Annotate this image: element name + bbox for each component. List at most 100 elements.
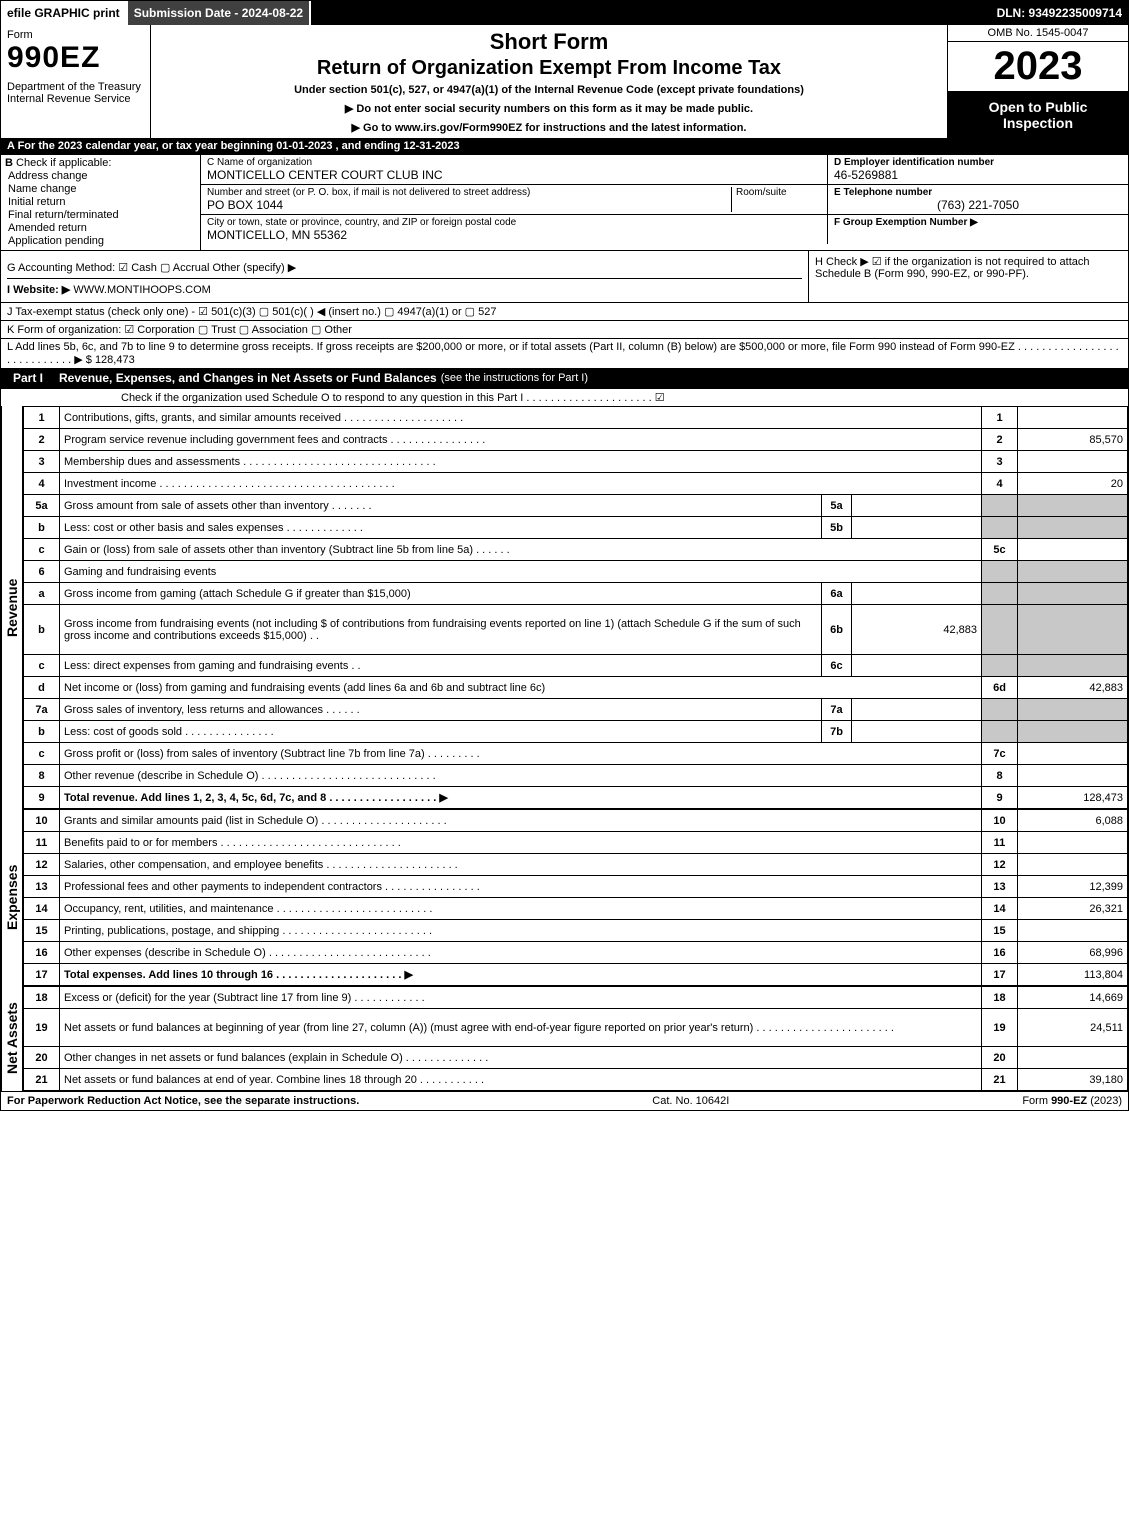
line-l: L Add lines 5b, 6c, and 7b to line 9 to … xyxy=(1,338,1128,368)
line-l-amount: 128,473 xyxy=(95,354,135,366)
b-check-if: Check if applicable: xyxy=(16,157,111,169)
row-1: 1Contributions, gifts, grants, and simil… xyxy=(24,407,1128,429)
row-7a: 7aGross sales of inventory, less returns… xyxy=(24,699,1128,721)
footer-mid: Cat. No. 10642I xyxy=(652,1095,729,1107)
city-value: MONTICELLO, MN 55362 xyxy=(207,228,821,242)
row-17: 17Total expenses. Add lines 10 through 1… xyxy=(24,964,1128,986)
row-6a: aGross income from gaming (attach Schedu… xyxy=(24,583,1128,605)
row-16: 16Other expenses (describe in Schedule O… xyxy=(24,942,1128,964)
check-initial-return-label: Initial return xyxy=(8,196,65,208)
row-19: 19Net assets or fund balances at beginni… xyxy=(24,1009,1128,1047)
row-4: 4Investment income . . . . . . . . . . .… xyxy=(24,473,1128,495)
form-number: 990EZ xyxy=(7,41,144,75)
department-label: Department of the Treasury Internal Reve… xyxy=(7,81,144,105)
part1-check: Check if the organization used Schedule … xyxy=(1,388,1128,406)
part1-title: Revenue, Expenses, and Changes in Net As… xyxy=(59,371,437,385)
title-left: Form 990EZ Department of the Treasury In… xyxy=(1,25,151,138)
line-i-label: I Website: ▶ xyxy=(7,284,70,296)
row-13: 13Professional fees and other payments t… xyxy=(24,876,1128,898)
row-5b: bLess: cost or other basis and sales exp… xyxy=(24,517,1128,539)
revenue-section: Revenue 1Contributions, gifts, grants, a… xyxy=(1,406,1128,809)
row-10: 10Grants and similar amounts paid (list … xyxy=(24,810,1128,832)
part1-sub: (see the instructions for Part I) xyxy=(441,372,588,384)
street-value: PO BOX 1044 xyxy=(207,198,731,212)
col-cd: C Name of organization MONTICELLO CENTER… xyxy=(201,155,1128,250)
top-bar: efile GRAPHIC print Submission Date - 20… xyxy=(1,1,1128,25)
line-l-text: L Add lines 5b, 6c, and 7b to line 9 to … xyxy=(7,341,1119,366)
check-amended-return-label: Amended return xyxy=(8,222,87,234)
f-label: F Group Exemption Number ▶ xyxy=(834,217,1122,228)
city-label: City or town, state or province, country… xyxy=(207,217,821,228)
check-final-return-label: Final return/terminated xyxy=(8,209,119,221)
line-h: H Check ▶ ☑ if the organization is not r… xyxy=(808,251,1128,302)
row-14: 14Occupancy, rent, utilities, and mainte… xyxy=(24,898,1128,920)
open-to-public: Open to Public Inspection xyxy=(948,92,1128,138)
efile-print-label: efile GRAPHIC print xyxy=(1,1,128,25)
title-right: OMB No. 1545-0047 2023 Open to Public In… xyxy=(948,25,1128,138)
goto-pre: ▶ Go to xyxy=(352,122,395,134)
row-6: 6Gaming and fundraising events xyxy=(24,561,1128,583)
line-k: K Form of organization: ☑ Corporation ▢ … xyxy=(1,320,1128,338)
row-7c: cGross profit or (loss) from sales of in… xyxy=(24,743,1128,765)
row-12: 12Salaries, other compensation, and empl… xyxy=(24,854,1128,876)
row-2: 2Program service revenue including gover… xyxy=(24,429,1128,451)
net-assets-section: Net Assets 18Excess or (deficit) for the… xyxy=(1,986,1128,1091)
row-21: 21Net assets or fund balances at end of … xyxy=(24,1069,1128,1091)
net-assets-table: 18Excess or (deficit) for the year (Subt… xyxy=(23,986,1128,1091)
revenue-table: 1Contributions, gifts, grants, and simil… xyxy=(23,406,1128,809)
row-5a: 5aGross amount from sale of assets other… xyxy=(24,495,1128,517)
top-spacer xyxy=(311,1,990,25)
goto-post: for instructions and the latest informat… xyxy=(522,122,746,134)
short-form-title: Short Form xyxy=(159,29,939,55)
e-label: E Telephone number xyxy=(834,187,1122,198)
bullet-goto: ▶ Go to www.irs.gov/Form990EZ for instru… xyxy=(159,121,939,134)
row-5c: cGain or (loss) from sale of assets othe… xyxy=(24,539,1128,561)
col-b: B Check if applicable: Address change Na… xyxy=(1,155,201,250)
net-assets-side-label: Net Assets xyxy=(1,986,23,1091)
irs-link[interactable]: www.irs.gov/Form990EZ xyxy=(395,122,522,134)
row-18: 18Excess or (deficit) for the year (Subt… xyxy=(24,987,1128,1009)
check-name-change-label: Name change xyxy=(8,183,77,195)
page-footer: For Paperwork Reduction Act Notice, see … xyxy=(1,1091,1128,1110)
part1-header: Part I Revenue, Expenses, and Changes in… xyxy=(1,368,1128,388)
footer-left: For Paperwork Reduction Act Notice, see … xyxy=(7,1095,359,1107)
line-j: J Tax-exempt status (check only one) - ☑… xyxy=(1,302,1128,320)
dln-label: DLN: 93492235009714 xyxy=(991,1,1128,25)
row-6d: dNet income or (loss) from gaming and fu… xyxy=(24,677,1128,699)
row-3: 3Membership dues and assessments . . . .… xyxy=(24,451,1128,473)
form-990ez-page: efile GRAPHIC print Submission Date - 20… xyxy=(0,0,1129,1111)
check-address-change-label: Address change xyxy=(8,170,88,182)
expenses-section: Expenses 10Grants and similar amounts pa… xyxy=(1,809,1128,986)
street-label: Number and street (or P. O. box, if mail… xyxy=(207,187,731,198)
row-7b: bLess: cost of goods sold . . . . . . . … xyxy=(24,721,1128,743)
header-block-bh: B Check if applicable: Address change Na… xyxy=(1,154,1128,250)
b-label: B xyxy=(5,157,13,169)
title-center: Short Form Return of Organization Exempt… xyxy=(151,25,948,138)
row-9: 9Total revenue. Add lines 1, 2, 3, 4, 5c… xyxy=(24,787,1128,809)
revenue-side-label: Revenue xyxy=(1,406,23,809)
org-name: MONTICELLO CENTER COURT CLUB INC xyxy=(207,168,821,182)
phone-value: (763) 221-7050 xyxy=(834,198,1122,212)
row-6b: bGross income from fundraising events (n… xyxy=(24,605,1128,655)
expenses-side-label: Expenses xyxy=(1,809,23,986)
return-title: Return of Organization Exempt From Incom… xyxy=(159,57,939,80)
room-label: Room/suite xyxy=(736,187,821,198)
under-section-text: Under section 501(c), 527, or 4947(a)(1)… xyxy=(159,84,939,96)
form-word: Form xyxy=(7,29,144,41)
footer-right: Form 990-EZ (2023) xyxy=(1022,1095,1122,1107)
title-block: Form 990EZ Department of the Treasury In… xyxy=(1,25,1128,138)
part1-label: Part I xyxy=(7,370,49,386)
row-20: 20Other changes in net assets or fund ba… xyxy=(24,1047,1128,1069)
d-label: D Employer identification number xyxy=(834,157,1122,168)
tax-year: 2023 xyxy=(948,42,1128,92)
submission-date: Submission Date - 2024-08-22 xyxy=(128,1,311,25)
bullet-no-ssn: ▶ Do not enter social security numbers o… xyxy=(159,102,939,115)
ein-value: 46-5269881 xyxy=(834,168,1122,182)
line-g: G Accounting Method: ☑ Cash ▢ Accrual Ot… xyxy=(7,257,802,279)
check-application-pending-label: Application pending xyxy=(8,235,104,247)
row-8: 8Other revenue (describe in Schedule O) … xyxy=(24,765,1128,787)
website-link[interactable]: WWW.MONTIHOOPS.COM xyxy=(73,284,210,296)
expenses-table: 10Grants and similar amounts paid (list … xyxy=(23,809,1128,986)
row-6c: cLess: direct expenses from gaming and f… xyxy=(24,655,1128,677)
line-a: A For the 2023 calendar year, or tax yea… xyxy=(1,138,1128,154)
